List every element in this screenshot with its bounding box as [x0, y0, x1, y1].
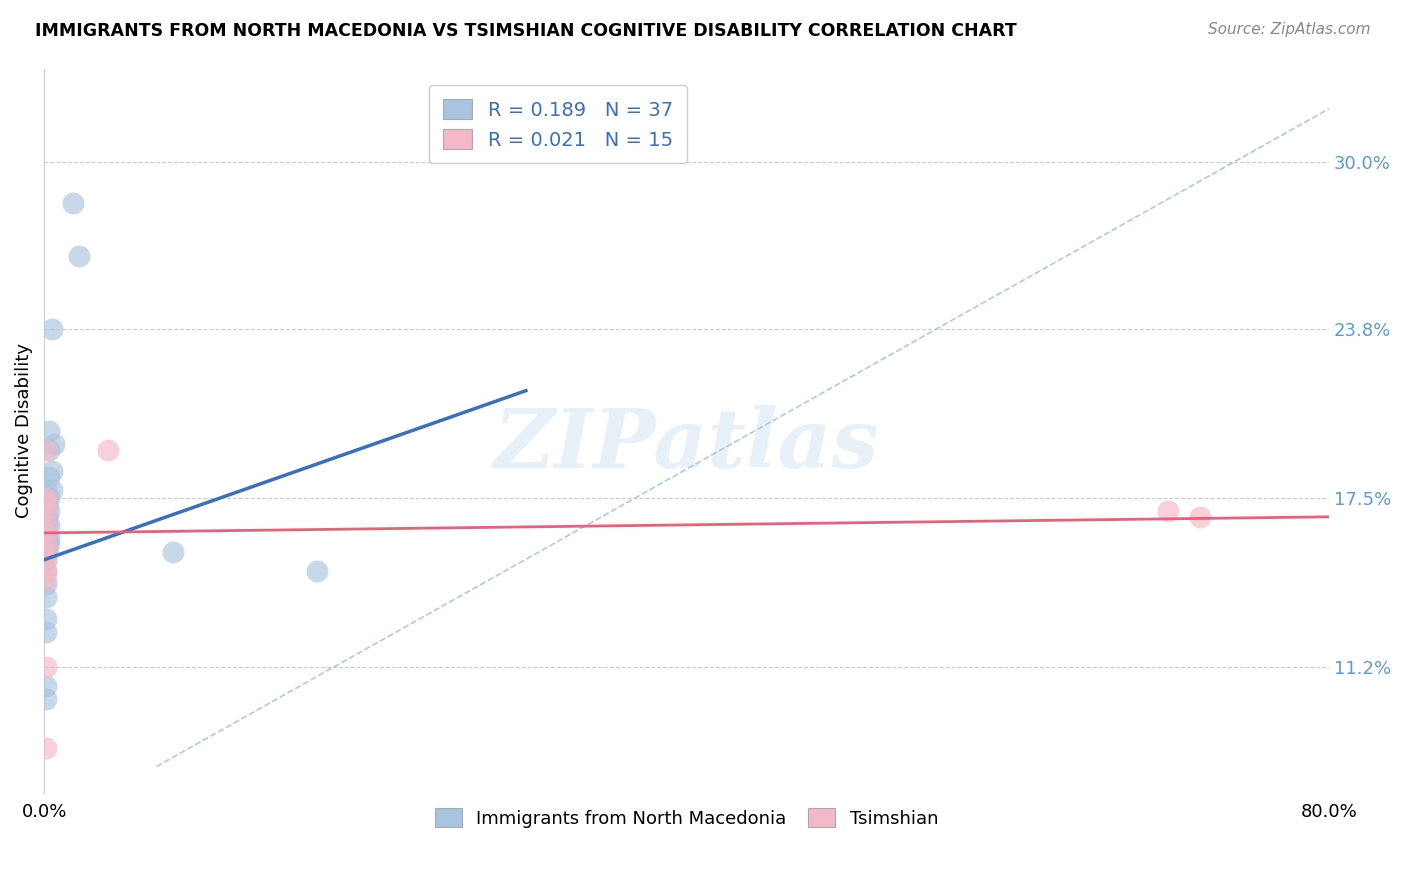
- Point: [41, 464, 63, 478]
- Point: [37, 499, 59, 513]
- Point: [35, 572, 58, 586]
- Point: [38, 537, 60, 551]
- Point: [38, 504, 60, 518]
- Point: [37, 545, 59, 559]
- Point: [1157, 504, 1180, 518]
- Point: [307, 564, 329, 578]
- Point: [42, 437, 65, 451]
- Point: [37, 517, 59, 532]
- Point: [41, 483, 63, 497]
- Point: [38, 517, 60, 532]
- Point: [35, 523, 58, 537]
- Point: [35, 740, 58, 755]
- Point: [69, 249, 91, 263]
- Point: [35, 491, 58, 505]
- Point: [162, 545, 184, 559]
- Point: [38, 531, 60, 545]
- Point: [35, 537, 58, 551]
- Point: [35, 564, 58, 578]
- Point: [35, 545, 58, 559]
- Point: [35, 679, 58, 693]
- Text: IMMIGRANTS FROM NORTH MACEDONIA VS TSIMSHIAN COGNITIVE DISABILITY CORRELATION CH: IMMIGRANTS FROM NORTH MACEDONIA VS TSIMS…: [35, 22, 1017, 40]
- Point: [35, 483, 58, 497]
- Point: [35, 564, 58, 578]
- Point: [35, 545, 58, 559]
- Point: [97, 442, 120, 457]
- Point: [35, 537, 58, 551]
- Point: [38, 469, 60, 483]
- Point: [37, 491, 59, 505]
- Point: [62, 195, 84, 210]
- Text: ZIPatlas: ZIPatlas: [494, 406, 879, 485]
- Text: Source: ZipAtlas.com: Source: ZipAtlas.com: [1208, 22, 1371, 37]
- Point: [1189, 509, 1212, 524]
- Point: [37, 509, 59, 524]
- Point: [35, 612, 58, 626]
- Point: [35, 496, 58, 510]
- Point: [41, 322, 63, 336]
- Point: [35, 660, 58, 674]
- Point: [35, 509, 58, 524]
- Point: [38, 424, 60, 438]
- Y-axis label: Cognitive Disability: Cognitive Disability: [15, 343, 32, 518]
- Point: [38, 442, 60, 457]
- Point: [35, 553, 58, 567]
- Point: [35, 442, 58, 457]
- Point: [38, 491, 60, 505]
- Point: [35, 504, 58, 518]
- Point: [35, 577, 58, 591]
- Point: [37, 525, 59, 540]
- Point: [35, 591, 58, 605]
- Point: [35, 496, 58, 510]
- Point: [35, 553, 58, 567]
- Point: [37, 537, 59, 551]
- Legend: Immigrants from North Macedonia, Tsimshian: Immigrants from North Macedonia, Tsimshi…: [427, 801, 945, 835]
- Point: [35, 625, 58, 640]
- Point: [35, 692, 58, 706]
- Point: [35, 525, 58, 540]
- Point: [35, 517, 58, 532]
